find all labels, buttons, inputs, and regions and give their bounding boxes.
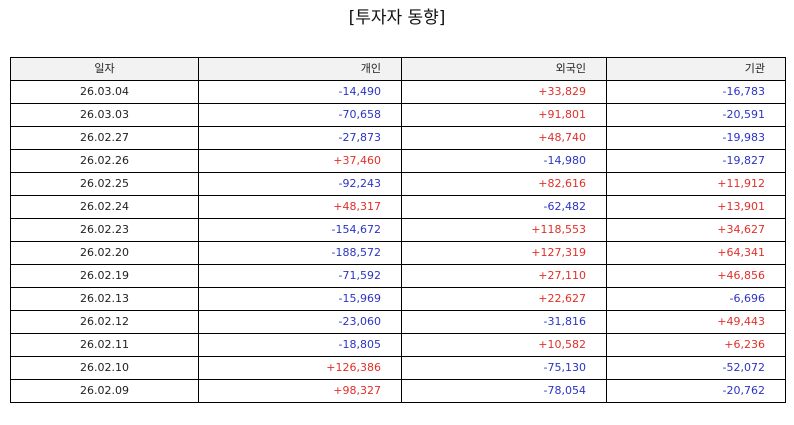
cell-individual: -15,969 xyxy=(198,287,402,311)
cell-individual: -92,243 xyxy=(198,172,402,196)
cell-foreign: +91,801 xyxy=(401,103,607,127)
cell-foreign: -75,130 xyxy=(401,356,607,380)
cell-foreign: +10,582 xyxy=(401,333,607,357)
cell-individual: -27,873 xyxy=(198,126,402,150)
cell-individual: -70,658 xyxy=(198,103,402,127)
cell-foreign: -31,816 xyxy=(401,310,607,334)
cell-foreign: +22,627 xyxy=(401,287,607,311)
table-row: 26.02.26 +37,460 -14,980 -19,827 xyxy=(10,149,786,173)
cell-date: 26.03.03 xyxy=(10,103,199,127)
table-row: 26.02.09 +98,327 -78,054 -20,762 xyxy=(10,379,786,403)
cell-individual: +98,327 xyxy=(198,379,402,403)
cell-institution: +34,627 xyxy=(606,218,786,242)
table-body: 26.03.04 -14,490 +33,829 -16,783 26.03.03 -70… xyxy=(10,80,786,403)
cell-institution: -52,072 xyxy=(606,356,786,380)
cell-institution: -6,696 xyxy=(606,287,786,311)
cell-date: 26.02.09 xyxy=(10,379,199,403)
cell-foreign: +48,740 xyxy=(401,126,607,150)
table-row: 26.02.12 -23,060 -31,816 +49,443 xyxy=(10,310,786,334)
column-header-institution: 기관 xyxy=(606,57,786,81)
cell-institution: +11,912 xyxy=(606,172,786,196)
cell-institution: -19,983 xyxy=(606,126,786,150)
cell-institution: +49,443 xyxy=(606,310,786,334)
cell-institution: -16,783 xyxy=(606,80,786,104)
cell-date: 26.02.24 xyxy=(10,195,199,219)
table-row: 26.02.24 +48,317 -62,482 +13,901 xyxy=(10,195,786,219)
investor-trend-table: 일자 개인 외국인 기관 26.03.04 -14,490 +33,829 -16,7… xyxy=(10,57,786,403)
cell-individual: +37,460 xyxy=(198,149,402,173)
cell-date: 26.02.10 xyxy=(10,356,199,380)
cell-foreign: +82,616 xyxy=(401,172,607,196)
cell-date: 26.02.25 xyxy=(10,172,199,196)
cell-institution: -20,591 xyxy=(606,103,786,127)
cell-institution: +46,856 xyxy=(606,264,786,288)
cell-individual: +48,317 xyxy=(198,195,402,219)
cell-date: 26.02.19 xyxy=(10,264,199,288)
cell-institution: +13,901 xyxy=(606,195,786,219)
cell-date: 26.03.04 xyxy=(10,80,199,104)
cell-individual: -23,060 xyxy=(198,310,402,334)
cell-foreign: +127,319 xyxy=(401,241,607,265)
page-title: [투자자 동향] xyxy=(348,8,446,28)
cell-individual: +126,386 xyxy=(198,356,402,380)
cell-date: 26.02.11 xyxy=(10,333,199,357)
cell-foreign: -78,054 xyxy=(401,379,607,403)
cell-individual: -188,572 xyxy=(198,241,402,265)
table-row: 26.02.23 -154,672 +118,553 +34,627 xyxy=(10,218,786,242)
table-row: 26.03.03 -70,658 +91,801 -20,591 xyxy=(10,103,786,127)
cell-individual: -154,672 xyxy=(198,218,402,242)
table-header-row: 일자 개인 외국인 기관 xyxy=(10,57,786,81)
table-row: 26.02.19 -71,592 +27,110 +46,856 xyxy=(10,264,786,288)
table-row: 26.02.27 -27,873 +48,740 -19,983 xyxy=(10,126,786,150)
column-header-date: 일자 xyxy=(10,57,199,81)
cell-date: 26.02.23 xyxy=(10,218,199,242)
cell-date: 26.02.20 xyxy=(10,241,199,265)
cell-foreign: -14,980 xyxy=(401,149,607,173)
cell-foreign: +118,553 xyxy=(401,218,607,242)
cell-institution: -19,827 xyxy=(606,149,786,173)
cell-individual: -18,805 xyxy=(198,333,402,357)
cell-institution: +6,236 xyxy=(606,333,786,357)
table-row: 26.02.13 -15,969 +22,627 -6,696 xyxy=(10,287,786,311)
cell-individual: -71,592 xyxy=(198,264,402,288)
table-row: 26.02.25 -92,243 +82,616 +11,912 xyxy=(10,172,786,196)
table-row: 26.03.04 -14,490 +33,829 -16,783 xyxy=(10,80,786,104)
column-header-foreign: 외국인 xyxy=(401,57,607,81)
cell-date: 26.02.12 xyxy=(10,310,199,334)
table-row: 26.02.20 -188,572 +127,319 +64,341 xyxy=(10,241,786,265)
cell-institution: -20,762 xyxy=(606,379,786,403)
cell-date: 26.02.27 xyxy=(10,126,199,150)
cell-foreign: +27,110 xyxy=(401,264,607,288)
cell-date: 26.02.26 xyxy=(10,149,199,173)
table-row: 26.02.11 -18,805 +10,582 +6,236 xyxy=(10,333,786,357)
cell-institution: +64,341 xyxy=(606,241,786,265)
cell-date: 26.02.13 xyxy=(10,287,199,311)
cell-foreign: +33,829 xyxy=(401,80,607,104)
cell-foreign: -62,482 xyxy=(401,195,607,219)
cell-individual: -14,490 xyxy=(198,80,402,104)
column-header-individual: 개인 xyxy=(198,57,402,81)
table-row: 26.02.10 +126,386 -75,130 -52,072 xyxy=(10,356,786,380)
